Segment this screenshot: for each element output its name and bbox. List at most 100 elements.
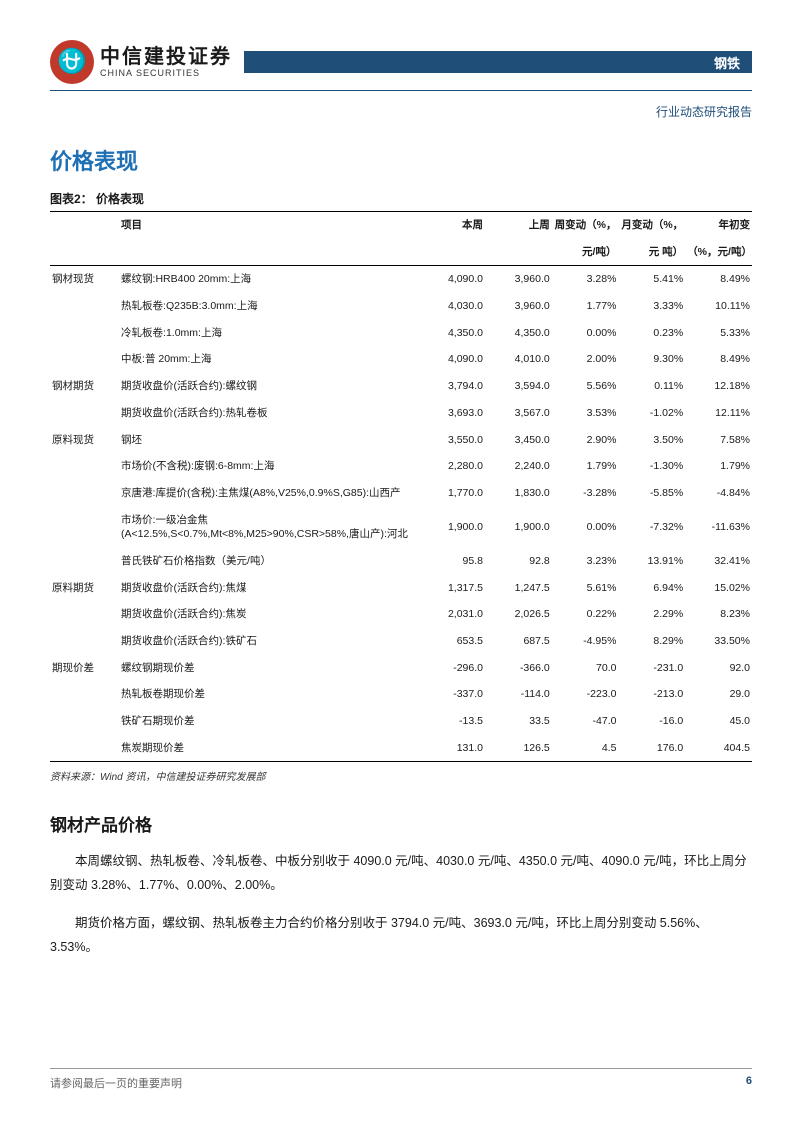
table-cell [50, 507, 119, 548]
table-cell [50, 293, 119, 320]
table-cell: 钢材期货 [50, 373, 119, 400]
table-cell [50, 400, 119, 427]
table-cell: 1,900.0 [418, 507, 485, 548]
table-cell: 15.02% [685, 575, 752, 602]
table-cell: 原料期货 [50, 575, 119, 602]
th-cat [50, 212, 119, 239]
section-title: 价格表现 [50, 144, 752, 176]
table-cell: 70.0 [552, 655, 619, 682]
th-sub-5: 元 吨） [618, 239, 685, 266]
th-sub-6: （%，元/吨） [685, 239, 752, 266]
logo-glyph: ⛎ [57, 50, 87, 74]
table-row: 普氏铁矿石价格指数（美元/吨）95.892.83.23%13.91%32.41% [50, 548, 752, 575]
table-cell: 京唐港:库提价(含税):主焦煤(A8%,V25%,0.9%S,G85):山西产 [119, 480, 418, 507]
table-cell: 8.49% [685, 266, 752, 293]
table-cell: 4,350.0 [418, 320, 485, 347]
table-cell: 5.61% [552, 575, 619, 602]
table-cell [50, 735, 119, 762]
table-row: 原料期货期货收盘价(活跃合约):焦煤1,317.51,247.55.61%6.9… [50, 575, 752, 602]
table-cell: 29.0 [685, 681, 752, 708]
table-cell: 1,900.0 [485, 507, 552, 548]
th-ytd-change: 年初变 [685, 212, 752, 239]
table-cell: 0.22% [552, 601, 619, 628]
table-cell: 普氏铁矿石价格指数（美元/吨） [119, 548, 418, 575]
table-row: 热轧板卷:Q235B:3.0mm:上海4,030.03,960.01.77%3.… [50, 293, 752, 320]
company-name-cn: 中信建投证券 [100, 46, 232, 68]
table-cell: 2.29% [618, 601, 685, 628]
table-cell: 9.30% [618, 346, 685, 373]
table-cell: 4,030.0 [418, 293, 485, 320]
chart-label: 图表2： 价格表现 [50, 190, 752, 207]
table-cell: 3.53% [552, 400, 619, 427]
table-cell: 12.11% [685, 400, 752, 427]
table-cell: 4.5 [552, 735, 619, 762]
th-sub-1 [119, 239, 418, 266]
table-cell: 1,770.0 [418, 480, 485, 507]
page-number: 6 [746, 1075, 752, 1091]
table-cell: 33.50% [685, 628, 752, 655]
table-cell: 7.58% [685, 427, 752, 454]
table-row: 中板:普 20mm:上海4,090.04,010.02.00%9.30%8.49… [50, 346, 752, 373]
report-type: 行业动态研究报告 [50, 103, 752, 120]
th-week: 本周 [418, 212, 485, 239]
table-cell: 92.0 [685, 655, 752, 682]
table-row: 冷轧板卷:1.0mm:上海4,350.04,350.00.00%0.23%5.3… [50, 320, 752, 347]
table-cell: -231.0 [618, 655, 685, 682]
table-row: 钢材期货期货收盘价(活跃合约):螺纹钢3,794.03,594.05.56%0.… [50, 373, 752, 400]
table-row: 京唐港:库提价(含税):主焦煤(A8%,V25%,0.9%S,G85):山西产1… [50, 480, 752, 507]
table-cell: 45.0 [685, 708, 752, 735]
table-cell: -223.0 [552, 681, 619, 708]
table-body: 钢材现货螺纹钢:HRB400 20mm:上海4,090.03,960.03.28… [50, 266, 752, 762]
header-category: 钢铁 [714, 53, 740, 72]
table-cell: 5.33% [685, 320, 752, 347]
table-cell: -296.0 [418, 655, 485, 682]
table-cell: -5.85% [618, 480, 685, 507]
table-cell: -7.32% [618, 507, 685, 548]
table-cell: 3,450.0 [485, 427, 552, 454]
table-cell [50, 708, 119, 735]
table-cell: 0.11% [618, 373, 685, 400]
table-cell: 钢坯 [119, 427, 418, 454]
table-cell: 期货收盘价(活跃合约):焦煤 [119, 575, 418, 602]
table-cell: 2.00% [552, 346, 619, 373]
table-cell: 1,317.5 [418, 575, 485, 602]
table-header: 项目 本周 上周 周变动（%， 月变动（%， 年初变 元/吨） 元 吨） （%，… [50, 212, 752, 266]
table-cell: 92.8 [485, 548, 552, 575]
table-cell: 12.18% [685, 373, 752, 400]
table-cell: 0.00% [552, 320, 619, 347]
th-monthly-change: 月变动（%， [618, 212, 685, 239]
table-cell: 热轧板卷:Q235B:3.0mm:上海 [119, 293, 418, 320]
table-cell: 5.56% [552, 373, 619, 400]
table-cell: 螺纹钢:HRB400 20mm:上海 [119, 266, 418, 293]
table-cell: 3.33% [618, 293, 685, 320]
th-lastweek: 上周 [485, 212, 552, 239]
logo-icon: ⛎ [50, 40, 94, 84]
table-cell: 3.28% [552, 266, 619, 293]
table-cell: 3,794.0 [418, 373, 485, 400]
table-cell: 13.91% [618, 548, 685, 575]
sub-section-title: 钢材产品价格 [50, 811, 752, 836]
table-cell: 1,830.0 [485, 480, 552, 507]
th-sub-2 [418, 239, 485, 266]
table-cell: 2,240.0 [485, 453, 552, 480]
table-cell: -366.0 [485, 655, 552, 682]
th-sub-4: 元/吨） [552, 239, 619, 266]
table-cell: -4.95% [552, 628, 619, 655]
table-cell: 8.49% [685, 346, 752, 373]
table-cell: 市场价:一级冶金焦(A<12.5%,S<0.7%,Mt<8%,M25>90%,C… [119, 507, 418, 548]
table-cell: 热轧板卷期现价差 [119, 681, 418, 708]
table-cell [50, 548, 119, 575]
table-cell: 铁矿石期现价差 [119, 708, 418, 735]
table-cell [50, 346, 119, 373]
table-cell: 3,960.0 [485, 293, 552, 320]
table-cell: 1.79% [552, 453, 619, 480]
table-cell [50, 480, 119, 507]
table-cell: -4.84% [685, 480, 752, 507]
page-footer: 请参阅最后一页的重要声明 6 [50, 1068, 752, 1091]
footer-disclaimer: 请参阅最后一页的重要声明 [50, 1075, 182, 1091]
table-cell: 期货收盘价(活跃合约):热轧卷板 [119, 400, 418, 427]
table-cell: 0.23% [618, 320, 685, 347]
table-cell: 期现价差 [50, 655, 119, 682]
body-paragraph-2: 期货价格方面，螺纹钢、热轧板卷主力合约价格分别收于 3794.0 元/吨、369… [50, 912, 752, 960]
table-cell: 中板:普 20mm:上海 [119, 346, 418, 373]
